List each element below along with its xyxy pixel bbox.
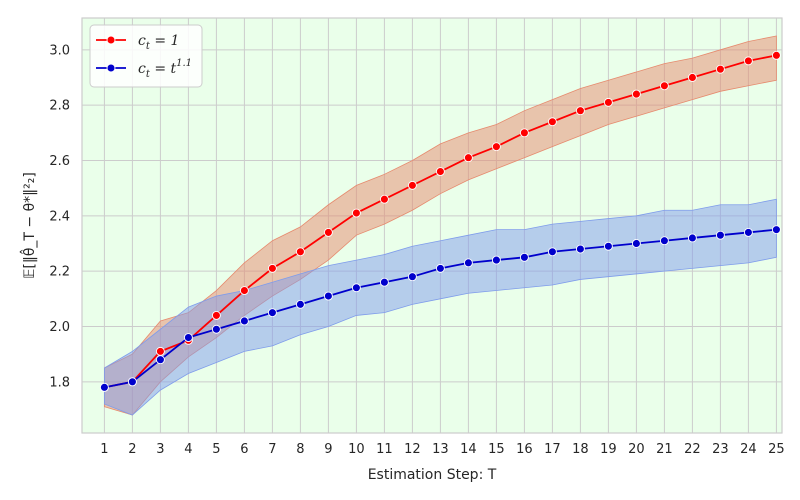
data-point [267, 263, 277, 273]
data-point [239, 316, 249, 326]
x-tick-label: 3 [156, 442, 164, 457]
data-point [211, 310, 221, 320]
series-markers-2 [99, 225, 781, 392]
x-tick-label: 17 [544, 442, 561, 457]
data-point [659, 81, 669, 91]
x-tick-label: 14 [460, 442, 477, 457]
y-tick-label: 3.0 [49, 43, 70, 58]
x-tick-label: 5 [212, 442, 220, 457]
data-point [351, 208, 361, 218]
x-tick-label: 9 [324, 442, 332, 457]
data-point [155, 346, 165, 356]
x-tick-label: 16 [516, 442, 533, 457]
data-point [463, 258, 473, 268]
data-point [575, 244, 585, 254]
x-tick-label: 6 [240, 442, 248, 457]
data-point [519, 252, 529, 262]
data-point [211, 324, 221, 334]
data-point [659, 236, 669, 246]
data-point [183, 333, 193, 342]
data-point [323, 227, 333, 237]
legend-rest: = 1 [150, 33, 180, 49]
legend-marker-1 [106, 35, 116, 45]
x-tick-label: 19 [600, 442, 617, 457]
x-tick-label: 13 [432, 442, 449, 457]
data-point [351, 283, 361, 293]
y-tick-label: 2.8 [49, 99, 70, 114]
x-tick-label: 2 [128, 442, 136, 457]
x-tick-label: 10 [348, 442, 365, 457]
data-point [295, 299, 305, 309]
data-point [743, 227, 753, 237]
x-tick-label: 15 [488, 442, 505, 457]
data-point [435, 263, 445, 273]
x-tick-label: 12 [404, 442, 421, 457]
x-tick-label: 23 [712, 442, 729, 457]
x-tick-label: 11 [376, 442, 393, 457]
data-point [519, 128, 529, 138]
x-tick-label: 20 [628, 442, 645, 457]
data-point [771, 225, 781, 235]
data-point [435, 167, 445, 177]
data-point [687, 73, 697, 82]
legend: ct = 1ct = t1.1 [89, 24, 203, 88]
data-point [295, 247, 305, 257]
data-point [631, 89, 641, 99]
data-point [379, 194, 389, 204]
x-tick-label: 4 [184, 442, 192, 457]
data-point [155, 355, 165, 365]
data-point [323, 291, 333, 301]
x-tick-label: 8 [296, 442, 304, 457]
y-tick-label: 2.4 [49, 209, 70, 224]
x-tick-label: 24 [740, 442, 757, 457]
y-axis-label: 𝔼[‖θ̂_T − θ*‖²₂] [19, 172, 38, 279]
data-point [491, 255, 501, 265]
data-point [491, 142, 501, 152]
data-point [407, 180, 417, 190]
data-point [687, 233, 697, 243]
data-point [715, 230, 725, 240]
data-point [603, 97, 613, 107]
legend-superscript: 1.1 [176, 58, 192, 69]
confidence-band-2 [104, 198, 777, 416]
x-tick-label: 7 [268, 442, 276, 457]
data-point [547, 247, 557, 257]
data-point [463, 153, 473, 163]
legend-label-1: ct = 1 [138, 33, 179, 52]
x-tick-label: 21 [656, 442, 673, 457]
y-tick-label: 2.2 [49, 265, 70, 280]
data-point [127, 377, 137, 387]
legend-var: c [138, 61, 146, 77]
data-point [379, 277, 389, 287]
data-point [715, 64, 725, 74]
data-point [407, 272, 417, 282]
legend-var: c [138, 33, 146, 49]
data-point [99, 382, 109, 392]
plot-frame [81, 17, 783, 434]
y-tick-label: 2.6 [49, 154, 70, 169]
data-point [267, 308, 277, 318]
data-point [631, 239, 641, 248]
x-axis-label: Estimation Step: T [368, 467, 497, 483]
data-point [547, 117, 557, 127]
x-tick-label: 1 [100, 442, 108, 457]
legend-marker-2 [106, 63, 116, 73]
y-tick-label: 2.0 [49, 320, 70, 335]
y-tick-label: 1.8 [49, 375, 70, 390]
data-point [239, 286, 249, 295]
data-point [603, 241, 613, 251]
x-tick-label: 25 [768, 442, 785, 457]
legend-subscript: t [146, 41, 151, 52]
legend-label-2: ct = t1.1 [138, 58, 192, 80]
legend-subscript: t [146, 69, 151, 80]
x-tick-label: 18 [572, 442, 589, 457]
x-tick-label: 22 [684, 442, 701, 457]
data-point [575, 106, 585, 116]
legend-rest: = t [150, 61, 177, 77]
data-point [771, 50, 781, 60]
data-point [743, 56, 753, 66]
